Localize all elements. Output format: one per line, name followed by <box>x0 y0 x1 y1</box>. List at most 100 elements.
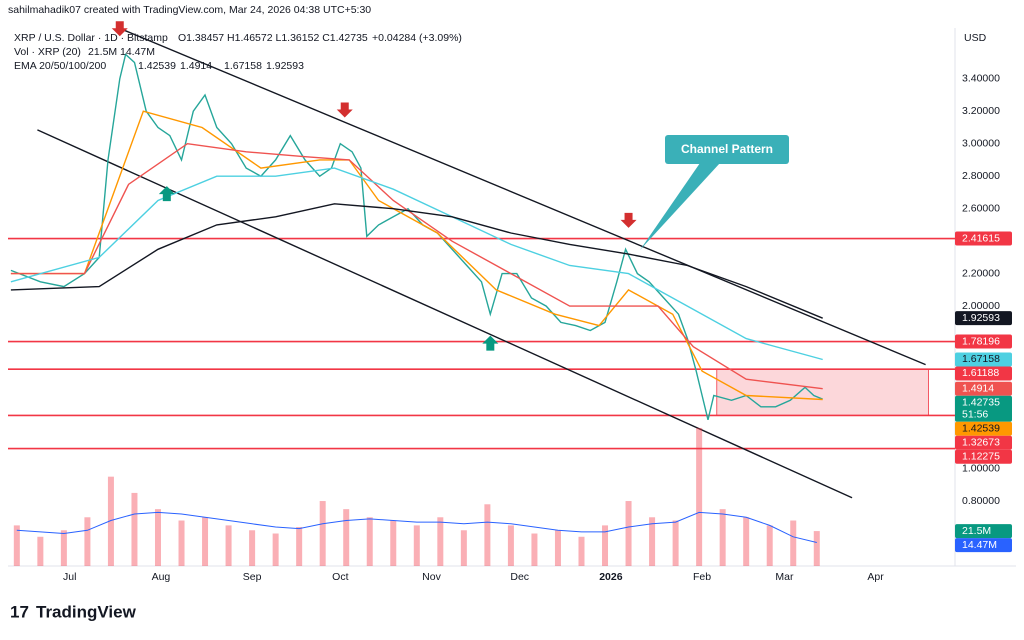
x-tick-label: Feb <box>693 571 711 583</box>
volume-bar <box>60 530 67 566</box>
price-badge-label: 2.41615 <box>962 232 1000 244</box>
logo-mark: 17 <box>10 602 29 621</box>
y-tick-label: 2.00000 <box>962 300 1000 312</box>
marker-arrow <box>336 102 353 118</box>
price-badge-label: 1.4914 <box>962 383 994 395</box>
volume-bar <box>84 517 91 566</box>
price-badge-label: 1.78196 <box>962 335 1000 347</box>
y-tick-label: 0.80000 <box>962 495 1000 507</box>
volume-bar <box>296 527 303 566</box>
marker-arrow <box>482 335 499 351</box>
price-badge <box>955 334 1012 349</box>
legend-value: 1.92593 <box>266 60 304 72</box>
price-badge <box>955 231 1012 246</box>
marker-arrow <box>111 21 128 37</box>
volume-bar <box>178 520 185 566</box>
callout-pointer <box>640 163 720 250</box>
volume-bar <box>602 525 609 566</box>
volume-bar <box>437 517 444 566</box>
volume-bar <box>413 525 420 566</box>
legend-value: 14.47M <box>120 46 155 58</box>
series-line <box>16 511 817 543</box>
x-tick-label: Oct <box>332 571 348 583</box>
trendline <box>119 27 926 366</box>
price-badge <box>955 366 1012 381</box>
volume-bar <box>813 531 820 566</box>
callout-text: Channel Pattern <box>681 142 773 156</box>
change: +0.04284 (+3.09%) <box>372 32 462 44</box>
volume-bar <box>719 509 726 566</box>
volume-bar <box>696 427 703 566</box>
legend-value: 1.42539 <box>138 60 176 72</box>
countdown: 51:56 <box>962 409 988 421</box>
volume-bar <box>554 530 561 566</box>
marker-arrow <box>620 212 637 228</box>
x-tick-label: Jul <box>63 571 76 583</box>
price-axis: Jul Aug Sep Oct Nov Dec 2026 Feb Mar Apr 3.40000 3.… <box>63 73 1012 583</box>
volume-bar <box>790 520 797 566</box>
volume-bar <box>507 525 514 566</box>
legend-value: 21.5M <box>88 46 117 58</box>
volume-bar <box>672 520 679 566</box>
price-badge-label: 1.42735 <box>962 397 1000 409</box>
price-badge-label: 1.92593 <box>962 312 1000 324</box>
price-badge <box>955 538 1012 553</box>
volume-bar <box>743 517 750 566</box>
volume-bar <box>13 525 20 566</box>
price-badge <box>955 381 1012 396</box>
ohlc: O1.38457 H1.46572 L1.36152 C1.42735 <box>178 32 368 44</box>
price-badge <box>955 421 1012 436</box>
x-tick-label: Sep <box>243 571 262 583</box>
symbol: XRP / U.S. Dollar · 1D · Bitstamp <box>14 32 168 44</box>
legend-value: 1.4914 <box>180 60 212 72</box>
volume-bar <box>625 501 632 566</box>
callout-box <box>665 135 789 164</box>
volume-bar <box>366 517 373 566</box>
zone <box>716 368 929 416</box>
volume-bar <box>319 501 326 566</box>
price-badge <box>955 352 1012 367</box>
volume-bar <box>484 504 491 566</box>
price-badge-label: 1.61188 <box>962 367 999 379</box>
volume-bar <box>107 476 114 566</box>
price-badge-label: 1.32673 <box>962 437 1000 449</box>
trendline <box>37 129 853 499</box>
marker-arrow <box>158 186 175 202</box>
volume-bar <box>225 525 232 566</box>
price-badge-label: 1.12275 <box>962 451 1000 463</box>
price-badge-label: 1.42539 <box>962 423 1000 435</box>
y-tick-label: 3.00000 <box>962 137 1000 149</box>
series-line <box>10 203 823 319</box>
volume-bar <box>37 536 44 566</box>
x-tick-label: Nov <box>422 571 441 583</box>
y-tick-label: 2.60000 <box>962 202 1000 214</box>
price-badge <box>955 311 1012 326</box>
ema-label: EMA 20/50/100/200 <box>14 60 106 72</box>
volume-bar <box>649 517 656 566</box>
logo-text: TradingView <box>36 602 137 621</box>
series-line <box>10 110 823 401</box>
volume-bar <box>131 492 138 566</box>
x-tick-label: Apr <box>867 571 884 583</box>
logo: 17 TradingView <box>10 602 137 621</box>
volume-bar <box>343 509 350 566</box>
volume-bar <box>390 520 397 566</box>
volume-bar <box>272 533 279 566</box>
volume-bar <box>766 525 773 566</box>
vol-label: Vol · XRP (20) <box>14 46 81 58</box>
price-badge <box>955 395 1012 422</box>
callout: Channel Pattern <box>640 135 789 250</box>
credit: sahilmahadik07 created with TradingView.… <box>8 4 371 16</box>
y-tick-label: 2.20000 <box>962 267 1000 279</box>
volume-bar <box>202 517 209 566</box>
price-badge <box>955 449 1012 464</box>
legend-value: 1.67158 <box>224 60 262 72</box>
price-badge-label: 1.67158 <box>962 353 1000 365</box>
price-badge <box>955 524 1012 539</box>
currency: USD <box>964 32 987 44</box>
x-tick-label: Aug <box>152 571 171 583</box>
y-tick-label: 1.00000 <box>962 462 1000 474</box>
volume-bar <box>578 536 585 566</box>
